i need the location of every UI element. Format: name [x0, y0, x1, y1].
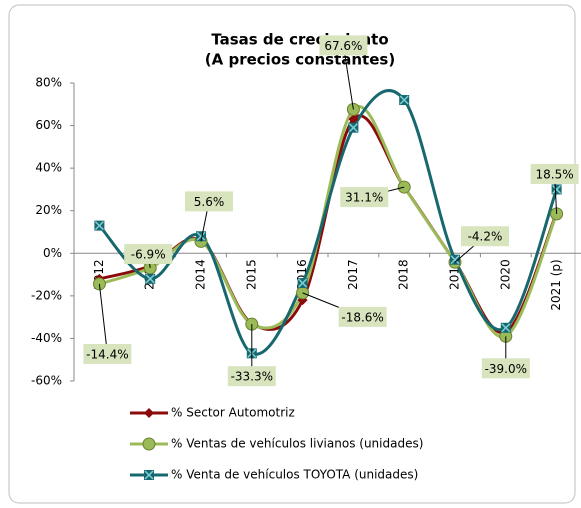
data-label: -33.3% [231, 370, 273, 384]
marker-cross [94, 221, 104, 231]
data-label: -4.2% [468, 230, 503, 244]
marker [551, 184, 562, 195]
marker [450, 254, 460, 265]
data-label: 67.6% [324, 39, 362, 53]
data-label: -39.0% [485, 362, 527, 376]
marker-cross [144, 470, 154, 480]
data-label-box [530, 163, 579, 184]
y-tick-label: -60% [31, 374, 62, 388]
data-label: -14.4% [86, 347, 128, 361]
marker [144, 408, 154, 418]
data-label-box [83, 343, 132, 364]
marker-cross [348, 123, 358, 133]
marker [297, 278, 308, 289]
marker [500, 322, 511, 333]
x-tick-label: 2018 [397, 259, 411, 290]
marker [94, 220, 105, 231]
marker [348, 114, 359, 125]
x-tick-label: 2015 [244, 259, 258, 290]
y-tick-label: 20% [35, 203, 62, 217]
x-tick-label: 2017 [346, 259, 360, 290]
data-label: 18.5% [536, 167, 574, 181]
marker-cross [298, 278, 308, 288]
y-tick-label: 0% [43, 246, 62, 260]
x-tick-label: 2014 [194, 259, 208, 290]
data-label-box [481, 358, 530, 379]
marker-cross [399, 95, 409, 105]
y-tick-label: -40% [31, 331, 62, 345]
leader-line [342, 45, 354, 110]
marker-cross [450, 255, 460, 265]
marker-cross [196, 231, 206, 241]
legend-label: % Ventas de vehículos livianos (unidades… [171, 437, 423, 451]
data-label: 31.1% [345, 191, 383, 205]
y-tick-label: -20% [31, 288, 62, 302]
x-tick-label: 2020 [498, 259, 512, 290]
marker-cross [145, 274, 155, 284]
legend-label: % Sector Automotriz [171, 406, 295, 420]
marker [348, 122, 359, 133]
x-tick-label: 2021 (p) [549, 259, 563, 310]
data-label: 5.6% [194, 195, 225, 209]
data-label-box [227, 366, 276, 387]
marker [196, 231, 206, 242]
data-label-box [185, 191, 233, 212]
y-tick-label: 40% [35, 161, 62, 175]
marker-cross [501, 323, 511, 333]
marker [142, 437, 156, 451]
marker [144, 470, 154, 480]
chart-frame [8, 4, 576, 504]
marker [399, 95, 410, 106]
leader-line [98, 283, 108, 354]
data-label: -18.6% [341, 310, 383, 324]
series-line [98, 89, 559, 356]
data-label-box [124, 243, 173, 264]
y-tick-label: 80% [35, 76, 62, 90]
marker-cross [552, 184, 562, 194]
data-label-box [340, 187, 389, 208]
legend-label: % Venta de vehículos TOYOTA (unidades) [171, 468, 418, 482]
data-label-box [338, 306, 387, 327]
marker [145, 273, 156, 284]
data-label-box [319, 35, 368, 56]
data-label: -6.9% [131, 247, 166, 261]
y-tick-label: 60% [35, 118, 62, 132]
data-label-box [461, 226, 509, 247]
